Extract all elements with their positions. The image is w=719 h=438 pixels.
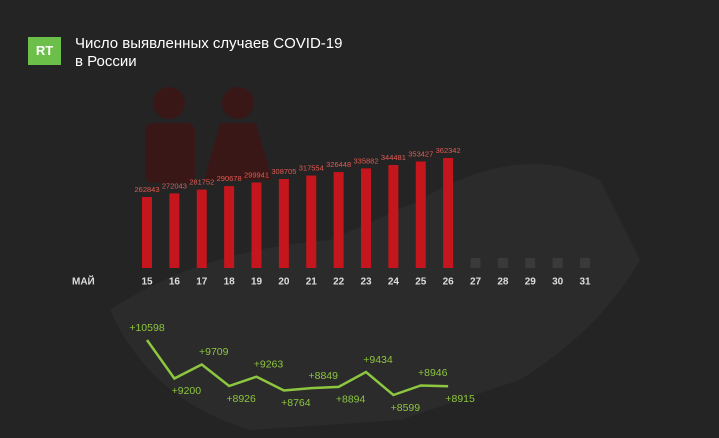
x-tick-label: 26 xyxy=(443,277,455,288)
data-label: 272043 xyxy=(162,181,187,190)
empty-bar-placeholder xyxy=(525,258,536,268)
data-label: 326448 xyxy=(326,160,351,169)
bar xyxy=(196,189,207,268)
bar xyxy=(361,168,371,268)
empty-bar-placeholder xyxy=(552,258,563,268)
x-tick-label: 27 xyxy=(470,277,482,288)
chart-title: в России xyxy=(75,53,137,70)
x-tick-label: 15 xyxy=(141,277,153,288)
data-label: 335882 xyxy=(353,156,378,165)
x-tick-label: 22 xyxy=(333,277,345,288)
x-tick-label: 21 xyxy=(306,277,318,288)
data-label: +9200 xyxy=(172,385,202,397)
x-axis-label: МАЙ xyxy=(72,275,95,288)
chart-title: Число выявленных случаев COVID-19 xyxy=(75,35,343,52)
data-label: +8849 xyxy=(309,370,339,382)
empty-bar-placeholder xyxy=(497,258,508,268)
data-label: +8946 xyxy=(418,367,448,379)
data-label: 317554 xyxy=(299,164,324,173)
x-tick-label: 17 xyxy=(196,277,208,288)
bar xyxy=(169,193,180,268)
data-label: +10598 xyxy=(129,322,164,334)
data-label: 290678 xyxy=(217,174,242,183)
x-tick-label: 24 xyxy=(388,277,400,288)
x-tick-label: 16 xyxy=(169,277,181,288)
bar xyxy=(415,161,426,268)
x-tick-label: 25 xyxy=(415,277,427,288)
x-tick-label: 28 xyxy=(497,277,509,288)
x-tick-label: 31 xyxy=(579,277,591,288)
bar xyxy=(142,197,152,268)
line xyxy=(145,339,449,397)
bar xyxy=(306,175,317,268)
data-label: +8764 xyxy=(281,397,311,409)
empty-bar-placeholder xyxy=(580,258,590,268)
bar xyxy=(333,172,344,268)
bar xyxy=(388,165,399,268)
data-label: +9434 xyxy=(363,354,393,366)
map-silhouette xyxy=(110,164,640,430)
x-tick-label: 20 xyxy=(278,277,290,288)
x-tick-label: 23 xyxy=(360,277,372,288)
bar xyxy=(443,158,454,268)
data-label: 308705 xyxy=(271,167,296,176)
data-label: 362342 xyxy=(436,146,461,155)
x-tick-label: 29 xyxy=(525,277,537,288)
data-label: +8599 xyxy=(391,402,421,414)
bar xyxy=(224,186,235,268)
data-label: 262843 xyxy=(134,185,159,194)
data-label: 353427 xyxy=(408,149,433,158)
x-tick-label: 19 xyxy=(251,277,263,288)
data-label: +8894 xyxy=(336,394,366,406)
people-silhouette xyxy=(145,87,272,183)
x-tick-label: 18 xyxy=(224,277,236,288)
x-tick-label: 30 xyxy=(552,277,564,288)
bar xyxy=(251,182,262,268)
data-label: +9709 xyxy=(199,346,229,358)
data-label: 281752 xyxy=(189,178,214,187)
logo-box xyxy=(28,37,61,65)
data-label: +9263 xyxy=(254,359,284,371)
empty-bar-placeholder xyxy=(470,258,481,268)
data-label: 344481 xyxy=(381,153,406,162)
data-label: +8926 xyxy=(226,393,256,405)
bar xyxy=(278,179,289,268)
data-label: 299941 xyxy=(244,170,269,179)
logo: RT xyxy=(36,43,53,58)
data-label: +8915 xyxy=(445,393,475,405)
